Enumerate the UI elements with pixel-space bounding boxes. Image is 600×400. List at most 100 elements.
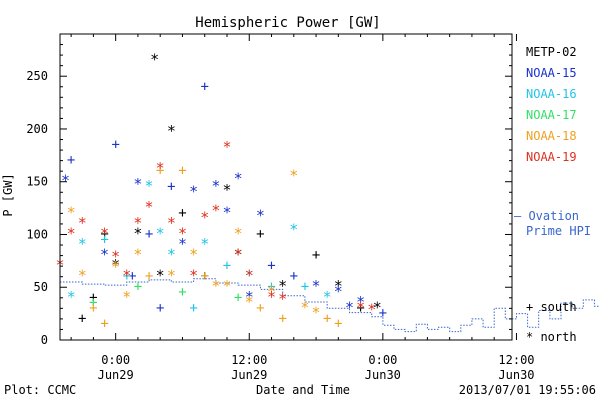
north-point: * (222, 277, 231, 295)
south-point: + (156, 163, 164, 179)
north-point: * (111, 256, 120, 274)
north-point: * (278, 277, 287, 295)
north-point: * (356, 298, 365, 316)
north-point: * (67, 224, 76, 242)
south-point: + (290, 269, 298, 285)
legend-entry-noaa-19: NOAA-19 (526, 150, 577, 164)
south-point: + (379, 306, 387, 322)
north-point: * (122, 267, 131, 285)
x-tick-time-label: 12:00 (231, 353, 267, 367)
south-point: + (356, 300, 364, 316)
north-point: * (211, 201, 220, 219)
north-point: * (222, 181, 231, 199)
south-point: + (78, 311, 86, 327)
north-point: * (234, 246, 243, 264)
north-point: * (167, 214, 176, 232)
north-point: * (234, 246, 243, 264)
north-point: * (289, 220, 298, 238)
south-point: + (89, 295, 97, 311)
south-point: + (167, 179, 175, 195)
north-point: * (300, 298, 309, 316)
south-point: + (201, 269, 209, 285)
north-point: * (100, 224, 109, 242)
south-point: + (223, 258, 231, 274)
north-point: * (122, 288, 131, 306)
south-point: + (178, 163, 186, 179)
legend-ovation-line2: Prime HPI (526, 224, 591, 238)
legend-entry-metp-02: METP-02 (526, 45, 577, 59)
x-axis-label: Date and Time (256, 383, 350, 397)
south-point: + (100, 226, 108, 242)
north-point: * (256, 207, 265, 225)
legend-ovation-line1: — Ovation (514, 209, 579, 223)
north-point: * (367, 300, 376, 318)
legend-entry-noaa-15: NOAA-15 (526, 66, 577, 80)
y-tick-label: 50 (34, 280, 48, 294)
south-point: + (128, 269, 136, 285)
south-point: + (301, 279, 309, 295)
north-point: * (133, 175, 142, 193)
x-tick-date-label: Jun30 (365, 368, 401, 382)
south-point: + (89, 290, 97, 306)
y-tick-label: 100 (26, 227, 48, 241)
series-noaa-15: *+*++*+++**+*****++* ** *+ (61, 79, 387, 322)
north-point: * (245, 267, 254, 285)
axes: 0501001502002500:00Jun2912:00Jun290:00Ju… (26, 33, 535, 382)
x-tick-date-label: Jun29 (231, 368, 267, 382)
north-point: * (167, 122, 176, 140)
north-point: * (200, 235, 209, 253)
north-point: * (211, 277, 220, 295)
chart-title: Hemispheric Power [GW] (195, 15, 380, 31)
south-point: + (234, 290, 242, 306)
series-noaa-16: ** ++***+*+*+*+* (67, 177, 332, 316)
series-noaa-18: **++***++*+*+* *** +*+** * + + (67, 163, 343, 332)
north-point: * (133, 214, 142, 232)
south-point: + (145, 226, 153, 242)
north-point: * (78, 214, 87, 232)
north-point: * (245, 288, 254, 306)
ovation-prime-hpi-line (60, 278, 600, 333)
south-point: + (267, 258, 275, 274)
north-point: * (189, 267, 198, 285)
north-point: * (222, 203, 231, 221)
y-tick-label: 250 (26, 69, 48, 83)
north-point: * (312, 304, 321, 322)
north-point: * (178, 224, 187, 242)
north-point: * (334, 277, 343, 295)
north-point: * (267, 283, 276, 301)
south-point: + (201, 269, 209, 285)
north-point: * (245, 293, 254, 311)
north-point: * (156, 159, 165, 177)
north-point: * (323, 288, 332, 306)
north-point: * (245, 267, 254, 285)
north-point: * (156, 267, 165, 285)
north-point: * (67, 203, 76, 221)
north-point: * (189, 246, 198, 264)
south-point: + (100, 316, 108, 332)
north-point: * (78, 235, 87, 253)
south-point: + (100, 232, 108, 248)
x-tick-time-label: 0:00 (101, 353, 130, 367)
south-point: + (267, 279, 275, 295)
north-point: * (278, 290, 287, 308)
south-point: + (323, 311, 331, 327)
data-points: +++*****++**+*+*+ **+*++*+++**+*****++* **… (55, 50, 387, 332)
y-tick-label: 0 (41, 333, 48, 347)
north-point: * (133, 224, 142, 242)
south-point: + (156, 300, 164, 316)
north-point: * (150, 50, 159, 68)
series-metp-02: +++*****++**+*+*+ * (78, 50, 382, 327)
north-point: * (78, 267, 87, 285)
plot-credit: Plot: CCMC (4, 383, 76, 397)
x-tick-date-label: Jun30 (498, 368, 534, 382)
south-point: + (145, 269, 153, 285)
north-point: * (67, 288, 76, 306)
north-point: * (100, 246, 109, 264)
legend-entry-noaa-17: NOAA-17 (526, 108, 577, 122)
north-point: * (178, 235, 187, 253)
south-point: + (278, 311, 286, 327)
north-point: * (167, 246, 176, 264)
north-point: * (289, 166, 298, 184)
north-point: * (156, 224, 165, 242)
